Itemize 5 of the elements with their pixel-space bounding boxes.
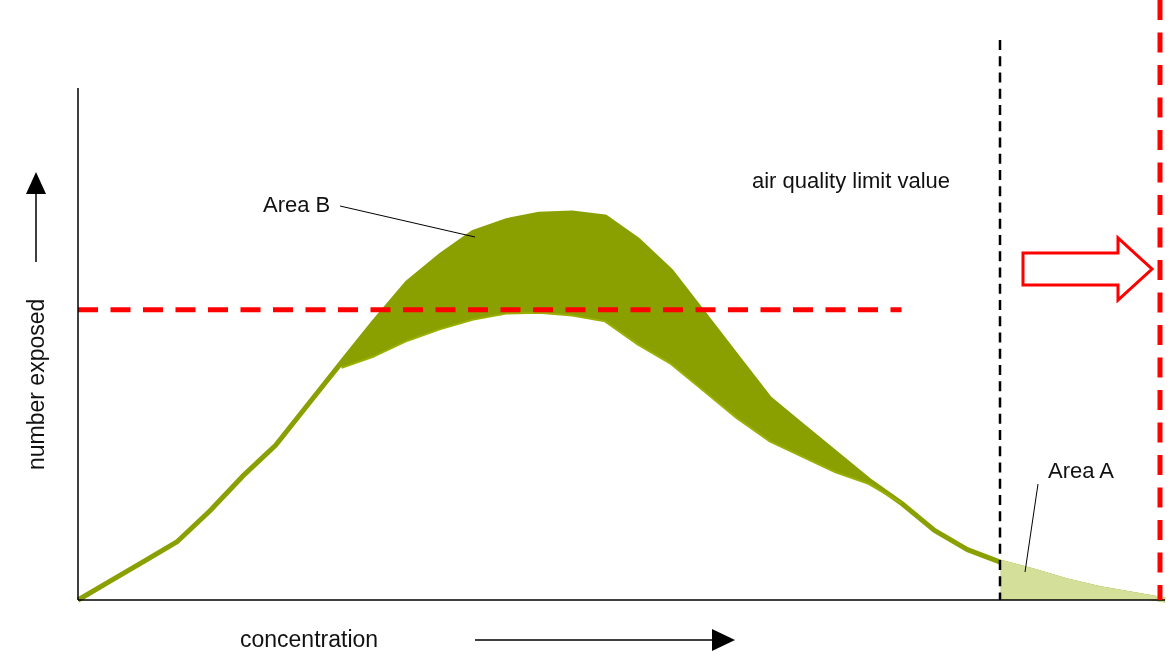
x-axis-title: concentration [240, 626, 379, 652]
y-axis-title: number exposed [23, 298, 49, 470]
annotation: Area A [1048, 458, 1115, 483]
annotation: Area B [263, 192, 331, 217]
text: air quality limit value [752, 168, 951, 193]
